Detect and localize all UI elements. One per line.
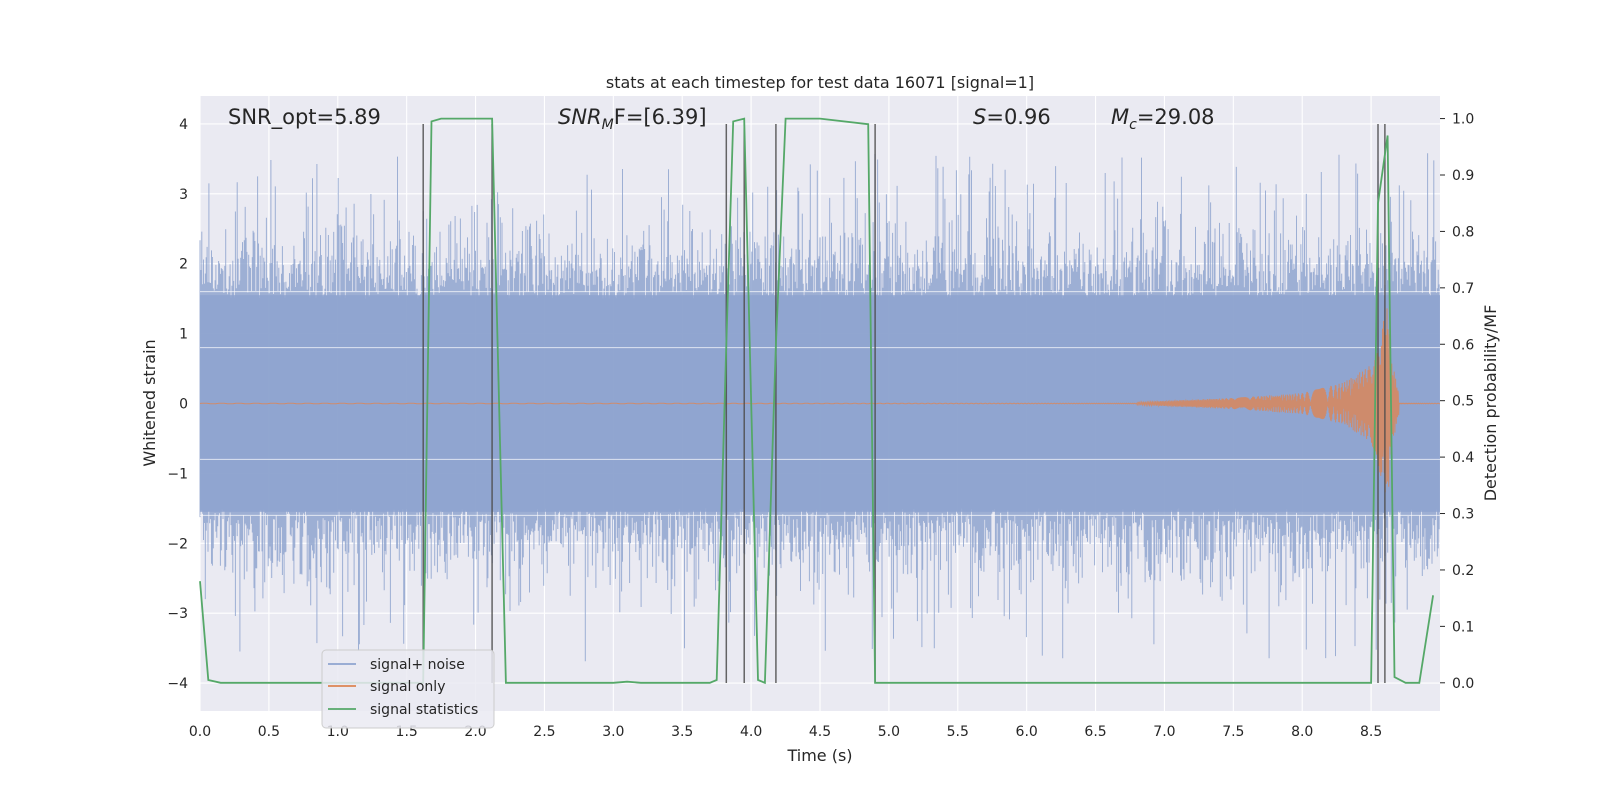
y-left-tick-label: 0 xyxy=(179,397,188,413)
x-tick-label: 4.5 xyxy=(809,724,831,740)
x-tick-label: 0.5 xyxy=(258,724,280,740)
x-tick-label: 4.0 xyxy=(740,724,762,740)
legend-label-signal-noise: signal+ noise xyxy=(370,657,465,673)
chart-title: stats at each timestep for test data 160… xyxy=(606,73,1034,92)
x-tick-label: 0.0 xyxy=(189,724,211,740)
y-right-tick-label: 0.4 xyxy=(1452,450,1474,466)
annotation-s: S=0.96 xyxy=(973,105,1051,129)
signal-statistics-series xyxy=(199,117,1434,685)
y-left-tick-label: −3 xyxy=(167,606,188,622)
legend-label-signal-only: signal only xyxy=(370,679,445,695)
legend-label-signal-statistics: signal statistics xyxy=(370,702,478,718)
annotations: SNR_opt=5.89 SNRMF=[6.39] S=0.96 Mc=29.0… xyxy=(228,105,1215,133)
signal-only-line xyxy=(200,308,1440,493)
y-left-tick-label: 4 xyxy=(179,117,188,133)
x-axis-label: Time (s) xyxy=(786,746,852,765)
x-tick-label: 6.5 xyxy=(1084,724,1106,740)
x-tick-label: 6.0 xyxy=(1016,724,1038,740)
y-right-tick-label: 0.1 xyxy=(1452,619,1474,635)
annotation-snr-mf-label: SNR xyxy=(558,105,602,129)
y-right-tick-label: 0.8 xyxy=(1452,224,1474,240)
x-tick-label: 8.0 xyxy=(1291,724,1313,740)
legend: signal+ noise signal only signal statist… xyxy=(321,649,495,729)
y-right-tick-label: 0.3 xyxy=(1452,507,1474,523)
x-tick-label: 3.5 xyxy=(671,724,693,740)
y-left-tick-label: −2 xyxy=(167,536,188,552)
signal-statistics-line xyxy=(199,117,1434,685)
y-right-tick-label: 0.5 xyxy=(1452,394,1474,410)
y-right-tick-label: 0.7 xyxy=(1452,281,1474,297)
y-left-tick-label: −1 xyxy=(167,466,188,482)
y-left-tick-label: 3 xyxy=(179,187,188,203)
annotation-snr-opt: SNR_opt=5.89 xyxy=(228,105,381,130)
annotation-mc-label: M xyxy=(1111,105,1129,129)
annotation-snr-mf-sub: M xyxy=(602,117,614,133)
x-tick-label: 8.5 xyxy=(1360,724,1382,740)
y-left-tick-label: 2 xyxy=(179,257,188,273)
x-tick-label: 3.0 xyxy=(602,724,624,740)
y-left-tick-label: 1 xyxy=(179,327,188,343)
x-tick-label: 7.5 xyxy=(1222,724,1244,740)
y-right-tick-label: 1.0 xyxy=(1452,112,1474,128)
annotation-s-value: =0.96 xyxy=(986,105,1050,129)
annotation-s-label: S xyxy=(973,105,986,129)
annotation-mc-sub: c xyxy=(1129,117,1137,133)
x-tick-label: 5.0 xyxy=(878,724,900,740)
y-right-tick-label: 0.0 xyxy=(1452,676,1474,692)
y-right-tick-label: 0.9 xyxy=(1452,168,1474,184)
annotation-mc-value: =29.08 xyxy=(1137,105,1215,129)
vertical-markers xyxy=(422,123,1386,684)
annotation-snr-mf-value: F=[6.39] xyxy=(614,105,707,129)
y-right-tick-label: 0.6 xyxy=(1452,337,1474,353)
signal-only-series xyxy=(200,308,1440,493)
y-axis-right-label: Detection probability/MF xyxy=(1481,305,1500,502)
annotation-snr-mf: SNRMF=[6.39] xyxy=(558,105,707,133)
x-tick-label: 2.5 xyxy=(533,724,555,740)
legend-box xyxy=(321,649,495,729)
x-tick-label: 5.5 xyxy=(947,724,969,740)
y-axis-left-label: Whitened strain xyxy=(140,339,159,466)
annotation-mc: Mc=29.08 xyxy=(1111,105,1215,133)
y-left-tick-label: −4 xyxy=(167,676,188,692)
y-right-tick-label: 0.2 xyxy=(1452,563,1474,579)
x-tick-label: 7.0 xyxy=(1153,724,1175,740)
